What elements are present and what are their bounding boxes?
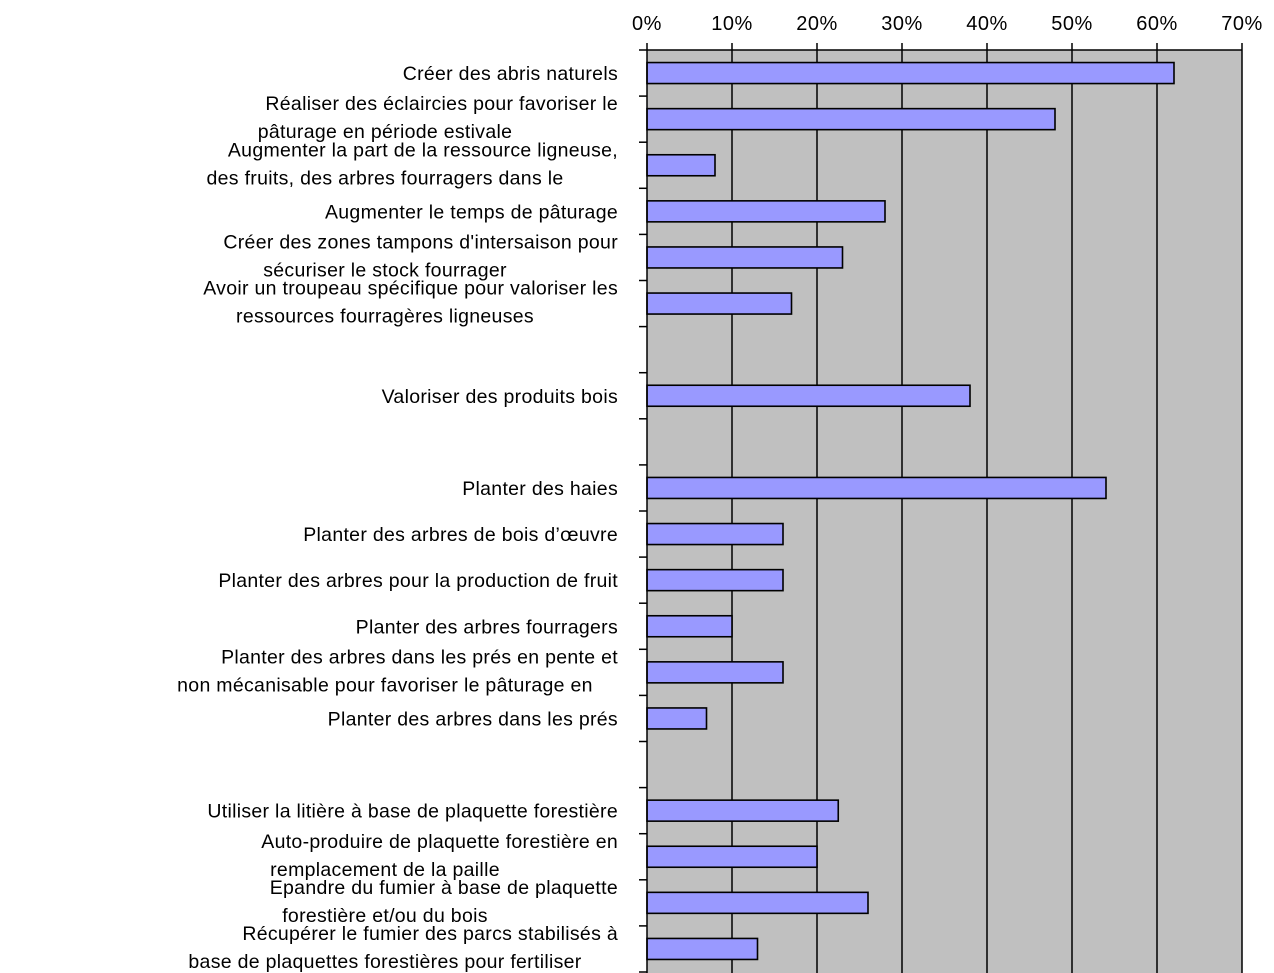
bar xyxy=(646,937,759,961)
category-label: base de plaquettes forestières pour fert… xyxy=(188,951,581,973)
x-tick-label: 10% xyxy=(711,13,753,35)
category-label: pâturage en période estivale xyxy=(258,121,513,143)
x-tick-label: 30% xyxy=(881,13,923,35)
category-label: Augmenter la part de la ressource ligneu… xyxy=(228,139,618,161)
category-label: Planter des arbres fourragers xyxy=(356,616,618,638)
plot-background xyxy=(647,50,1242,973)
category-label: Planter des arbres dans les prés en pent… xyxy=(221,646,618,668)
bar xyxy=(646,153,716,177)
bar xyxy=(646,799,840,822)
category-label: Auto-produire de plaquette forestière en xyxy=(261,831,618,853)
bar xyxy=(646,891,869,915)
x-tick-label: 60% xyxy=(1136,13,1178,35)
x-tick-label: 50% xyxy=(1051,13,1093,35)
category-label: Augmenter le temps de pâturage xyxy=(325,201,618,223)
category-label: Créer des zones tampons d'intersaison po… xyxy=(223,231,618,253)
x-tick-label: 40% xyxy=(966,13,1008,35)
bar xyxy=(646,661,784,684)
x-tick-label: 0% xyxy=(632,13,662,35)
category-label: Planter des arbres de bois d’œuvre xyxy=(303,524,618,546)
category-label: Récupérer le fumier des parcs stabilisés… xyxy=(242,923,618,945)
category-labels: Créer des abris naturels Réaliser des écl… xyxy=(177,63,618,973)
bars xyxy=(646,61,1175,961)
category-label: Planter des haies xyxy=(462,478,618,500)
bar xyxy=(646,568,784,592)
category-label: Valoriser des produits bois xyxy=(382,386,618,408)
category-label: Créer des abris naturels xyxy=(403,63,618,85)
category-label: ressources fourragères ligneuses xyxy=(236,306,534,328)
category-label: Réaliser des éclaircies pour favoriser l… xyxy=(265,93,618,115)
x-tick-label: 70% xyxy=(1221,13,1263,35)
bar xyxy=(646,707,708,730)
bar xyxy=(646,384,971,408)
plot-area xyxy=(647,50,1242,973)
category-label: non mécanisable pour favoriser le pâtura… xyxy=(177,674,593,696)
category-label: Planter des arbres pour la production de… xyxy=(218,570,618,592)
x-tick-label: 20% xyxy=(796,13,838,35)
bar xyxy=(646,200,886,223)
category-label: des fruits, des arbres fourragers dans l… xyxy=(207,167,564,189)
category-label: remplacement de la paille xyxy=(270,859,500,881)
bar xyxy=(646,522,784,546)
bar xyxy=(646,61,1175,85)
category-label: sécuriser le stock fourrager xyxy=(263,259,507,281)
category-label: Epandre du fumier à base de plaquette xyxy=(270,877,618,899)
axes xyxy=(639,43,1243,973)
bar xyxy=(646,107,1056,131)
bar xyxy=(646,476,1107,500)
bar xyxy=(646,614,733,638)
bar xyxy=(646,246,844,269)
category-label: Avoir un troupeau spécifique pour valori… xyxy=(203,278,618,300)
bar xyxy=(646,845,818,869)
x-tick-labels: 0% 10% 20% 30% 40% 50% 60% 70% xyxy=(632,13,1263,35)
bar xyxy=(646,292,793,315)
category-label: forestière et/ou du bois xyxy=(282,905,488,927)
category-label: Utiliser la litière à base de plaquette … xyxy=(207,801,618,823)
category-label: Planter des arbres dans les prés xyxy=(328,708,618,730)
